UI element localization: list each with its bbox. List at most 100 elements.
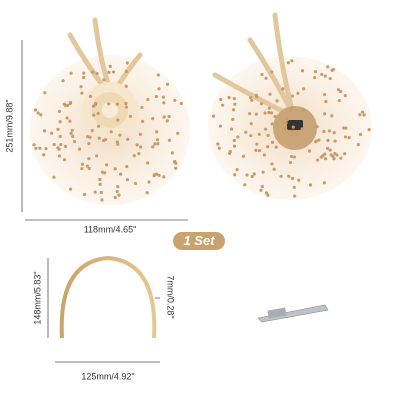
net-dot: [50, 131, 54, 135]
net-dot: [146, 97, 150, 102]
net-dot: [179, 101, 183, 106]
net-dot: [322, 181, 326, 185]
net-dot: [85, 164, 89, 168]
net-dot: [367, 128, 371, 132]
net-dot: [155, 138, 160, 142]
net-dot: [68, 187, 73, 191]
net-dot: [162, 115, 166, 119]
net-dot: [257, 149, 262, 153]
net-dot: [297, 178, 301, 182]
net-dot: [80, 162, 85, 166]
net-dot: [125, 178, 130, 182]
net-dot: [264, 76, 268, 80]
net-dot: [292, 185, 296, 189]
net-dot: [115, 140, 119, 144]
net-dot: [221, 103, 225, 107]
net-dot: [308, 183, 313, 187]
net-dot: [124, 84, 128, 88]
net-dot: [273, 114, 277, 118]
net-dot: [339, 90, 343, 94]
headband: [59, 255, 157, 339]
net-dot: [116, 118, 120, 122]
net-dot: [135, 143, 139, 147]
net-dot: [254, 112, 258, 116]
net-dot: [151, 116, 155, 121]
net-dot: [105, 163, 109, 167]
net-dot: [274, 145, 278, 149]
net-dot: [174, 166, 178, 170]
net-dot: [325, 146, 330, 150]
net-dot: [151, 145, 155, 149]
net-dot: [132, 154, 136, 158]
net-dot: [167, 114, 171, 119]
net-dot: [98, 177, 102, 182]
net-dot: [248, 112, 252, 116]
net-dot: [165, 119, 169, 123]
net-dot: [330, 114, 334, 118]
net-dot: [324, 99, 328, 104]
net-dot: [245, 173, 249, 177]
net-dot: [323, 112, 327, 116]
net-dot: [88, 135, 92, 139]
net-dot: [291, 176, 295, 181]
net-dot: [124, 105, 129, 109]
net-dot: [140, 105, 144, 110]
net-dot: [93, 190, 97, 194]
net-dot: [275, 99, 279, 103]
net-dot: [125, 164, 129, 169]
net-dot: [165, 82, 170, 86]
net-dot: [232, 144, 237, 148]
net-dot: [91, 104, 96, 108]
net-dot: [145, 191, 149, 195]
net-dot: [57, 154, 62, 158]
net-dot: [266, 193, 270, 197]
net-dot: [323, 152, 327, 156]
net-dot: [233, 102, 237, 106]
net-dot: [155, 130, 159, 134]
net-dot: [323, 74, 327, 78]
net-dot: [115, 102, 119, 106]
net-dot: [337, 99, 341, 103]
net-dot: [362, 113, 366, 117]
net-dot: [138, 132, 142, 136]
net-dot: [124, 69, 128, 73]
net-dot: [58, 134, 62, 138]
net-dot: [43, 91, 47, 95]
net-dot: [70, 128, 74, 132]
set-label: 1 Set: [183, 233, 215, 248]
net-dot: [342, 126, 346, 130]
net-dot: [111, 70, 116, 74]
net-dot: [343, 135, 348, 139]
dimension-label: 7mm/0.28": [166, 275, 176, 318]
net-dot: [287, 174, 291, 178]
net-dot: [157, 87, 161, 91]
net-dot: [270, 162, 274, 166]
net-dot: [230, 127, 234, 131]
net-dot: [109, 130, 113, 134]
net-dot: [116, 185, 120, 189]
net-dot: [156, 73, 160, 77]
net-dot: [266, 133, 270, 138]
net-dot: [301, 108, 305, 112]
net-dot: [283, 127, 287, 131]
net-dot: [270, 122, 274, 126]
net-dot: [62, 158, 67, 162]
net-dot: [232, 96, 236, 101]
net-dot: [133, 181, 138, 186]
net-dot: [270, 140, 275, 144]
net-dot: [218, 124, 222, 128]
net-dot: [343, 152, 347, 156]
net-dot: [52, 175, 56, 179]
fascinator-back: [208, 12, 372, 200]
net-dot: [108, 64, 112, 68]
net-dot: [332, 131, 336, 135]
net-dot: [302, 87, 306, 91]
net-dot: [241, 154, 246, 158]
net-dot: [77, 147, 82, 151]
net-dot: [115, 189, 119, 194]
net-dot: [289, 154, 294, 159]
net-dot: [328, 76, 332, 81]
net-dot: [128, 114, 133, 118]
net-dot: [313, 70, 318, 74]
net-dot: [286, 61, 290, 65]
